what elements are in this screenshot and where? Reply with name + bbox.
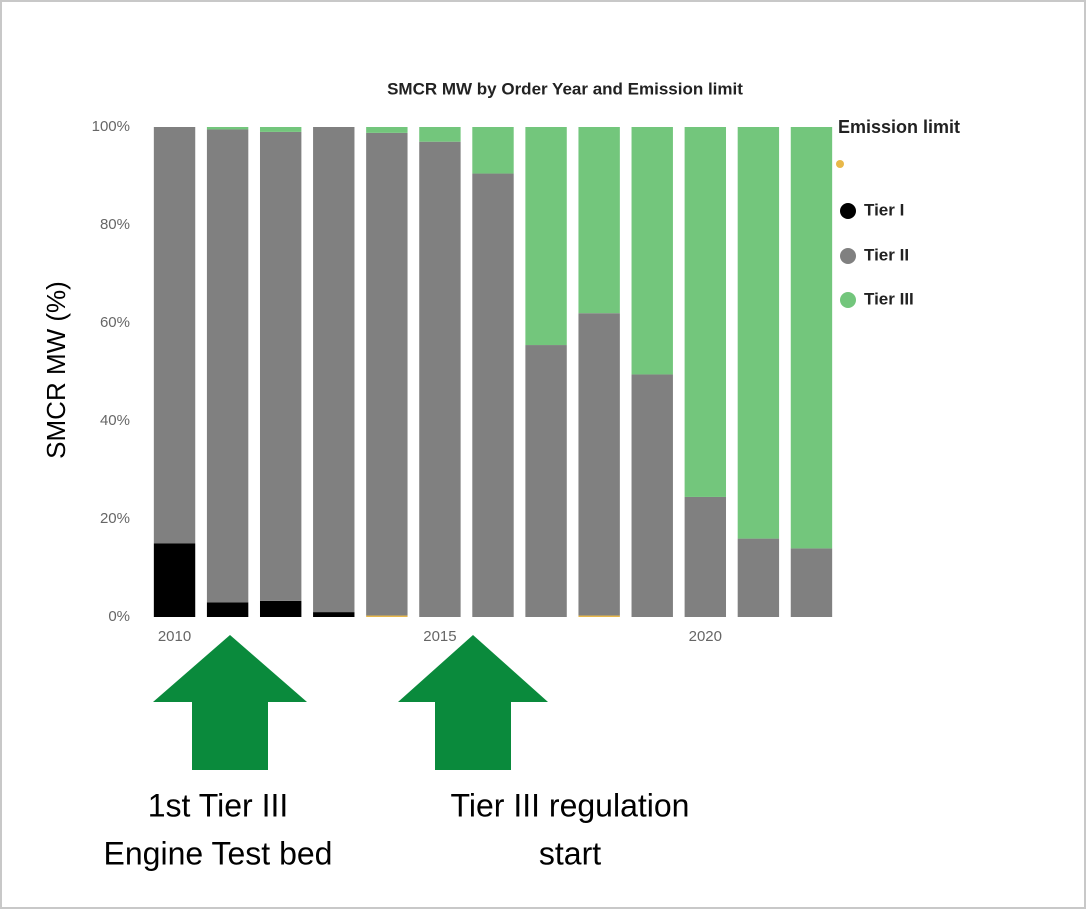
y-tick-label: 60% bbox=[100, 314, 130, 331]
bar-segment bbox=[153, 127, 196, 544]
chart-title: SMCR MW by Order Year and Emission limit bbox=[387, 79, 743, 98]
legend-title: Emission limit bbox=[838, 117, 960, 137]
y-tick-label: 80% bbox=[100, 216, 130, 233]
legend-marker bbox=[840, 248, 856, 264]
bar-segment bbox=[419, 127, 461, 142]
legend-label: Tier II bbox=[864, 245, 909, 264]
y-tick-label: 20% bbox=[100, 510, 130, 527]
bar-segment bbox=[578, 313, 620, 616]
legend-marker bbox=[836, 160, 844, 168]
y-tick-label: 40% bbox=[100, 412, 130, 429]
arrow bbox=[153, 635, 307, 770]
x-tick-label: 2010 bbox=[158, 628, 191, 645]
bar-segment bbox=[631, 374, 673, 617]
legend-marker bbox=[840, 292, 856, 308]
legend-label: Tier III bbox=[864, 289, 914, 308]
bar-segment bbox=[631, 127, 673, 375]
bar-segment bbox=[525, 127, 567, 346]
bar-segment bbox=[366, 127, 408, 133]
bar-segment bbox=[737, 538, 780, 617]
bar-segment bbox=[366, 615, 408, 617]
y-tick-label: 0% bbox=[108, 608, 130, 625]
arrow bbox=[398, 635, 548, 770]
x-tick-label: 2015 bbox=[423, 628, 456, 645]
bar-segment bbox=[684, 127, 727, 497]
bar-segment bbox=[206, 129, 249, 603]
bar-segment bbox=[313, 127, 355, 613]
y-tick-label: 100% bbox=[92, 118, 130, 135]
bar-segment bbox=[153, 543, 196, 617]
legend-marker bbox=[840, 203, 856, 219]
bar-segment bbox=[684, 496, 727, 617]
y-axis-label: SMCR MW (%) bbox=[41, 281, 71, 459]
bar-segment bbox=[313, 612, 355, 617]
bar-segment bbox=[472, 173, 514, 618]
bar-segment bbox=[206, 127, 249, 130]
bar-segment bbox=[259, 600, 302, 617]
annotation: start bbox=[539, 835, 601, 871]
bar-segment bbox=[578, 615, 620, 617]
bar-segment bbox=[259, 127, 302, 132]
annotation: Engine Test bed bbox=[104, 835, 333, 871]
bar-segment bbox=[419, 141, 461, 617]
bar-segment bbox=[737, 127, 780, 539]
bar-segment bbox=[259, 131, 302, 601]
x-tick-label: 2020 bbox=[689, 628, 722, 645]
bar-segment bbox=[366, 132, 408, 616]
bar-segment bbox=[790, 127, 833, 549]
bar-segment bbox=[206, 602, 249, 617]
annotation: Tier III regulation bbox=[451, 787, 690, 823]
annotation: 1st Tier III bbox=[148, 787, 288, 823]
bar-segment bbox=[578, 127, 620, 314]
bar-segment bbox=[472, 127, 514, 174]
legend-label: Tier I bbox=[864, 200, 904, 219]
bar-segment bbox=[525, 345, 567, 617]
bar-segment bbox=[790, 548, 833, 617]
